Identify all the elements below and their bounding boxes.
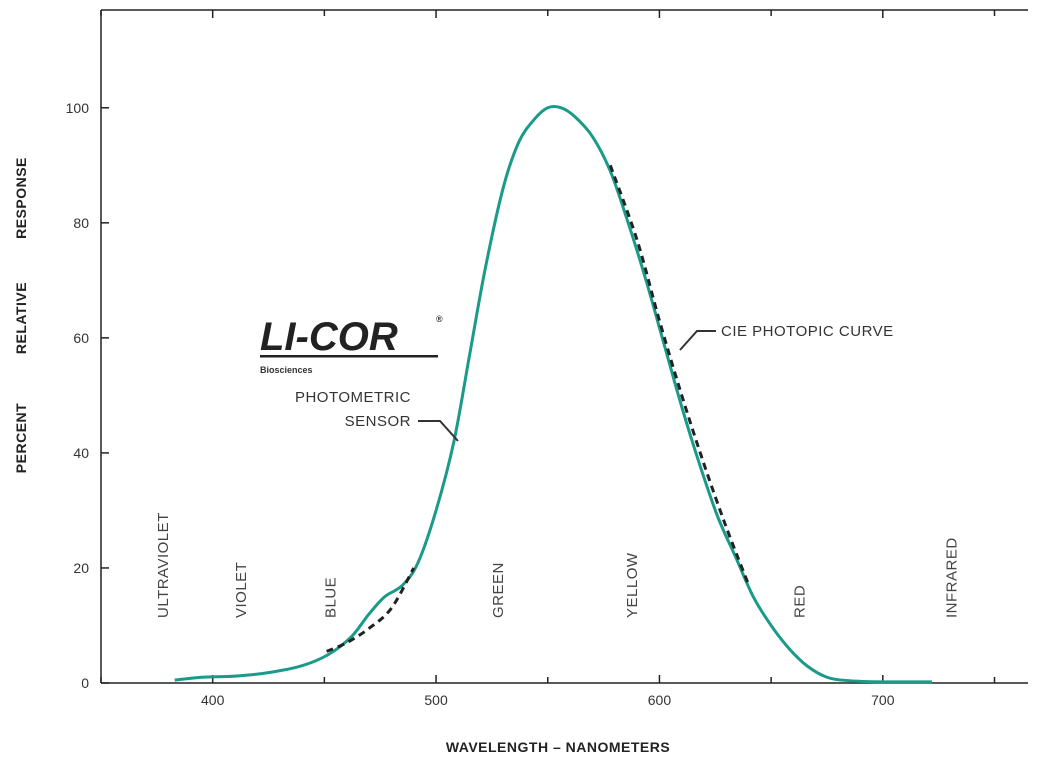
sensor-label-line2: SENSOR <box>345 413 411 430</box>
x-tick-label: 500 <box>424 692 448 708</box>
y-ticks: 0 20 40 60 80 100 <box>66 100 109 691</box>
band-label: ULTRAVIOLET <box>155 512 172 618</box>
logo-wordmark: LI-COR <box>260 315 398 359</box>
y-tick-label: 20 <box>73 560 89 576</box>
x-tick-label: 400 <box>201 692 225 708</box>
logo-underline <box>260 355 438 358</box>
x-tick-label: 700 <box>871 692 895 708</box>
x-tick-label: 600 <box>648 692 672 708</box>
band-label: YELLOW <box>624 552 641 618</box>
y-tick-label: 40 <box>73 445 89 461</box>
cie-leader-line <box>679 330 716 351</box>
spectral-band-labels: ULTRAVIOLET VIOLET BLUE GREEN YELLOW RED INFRA… <box>155 512 961 618</box>
logo-registered: ® <box>436 314 443 324</box>
x-axis-title: WAVELENGTH – NANOMETERS <box>446 739 670 755</box>
series-line-cie-photopic <box>326 567 416 653</box>
cie-curve-label: CIE PHOTOPIC CURVE <box>721 323 894 340</box>
logo-subtitle: Biosciences <box>260 365 313 375</box>
y-tick-label: 80 <box>73 215 89 231</box>
band-label: GREEN <box>490 562 507 618</box>
band-label: BLUE <box>323 577 340 618</box>
series-line-cie-photopic <box>608 164 751 586</box>
y-axis-title-word1: PERCENT <box>13 403 29 473</box>
band-label: VIOLET <box>233 562 250 618</box>
plot-area: 400 500 600 700 0 20 40 60 80 100 ULTRAVIOLET VIO… <box>66 9 1028 708</box>
y-tick-label: 100 <box>66 100 90 116</box>
series-layer <box>174 105 932 684</box>
cie-curve-annotation: CIE PHOTOPIC CURVE <box>679 323 894 351</box>
sensor-leader-line <box>418 420 459 442</box>
sensor-label-line1: PHOTOMETRIC <box>295 389 411 406</box>
licor-logo: LI-COR ® Biosciences <box>260 314 443 375</box>
x-ticks: 400 500 600 700 <box>100 10 996 708</box>
y-tick-label: 60 <box>73 330 89 346</box>
sensor-annotation: PHOTOMETRIC SENSOR <box>295 389 459 442</box>
band-label: RED <box>792 585 809 618</box>
y-axis-title: PERCENT RELATIVE RESPONSE <box>13 157 29 473</box>
band-label: INFRARED <box>944 537 961 618</box>
y-axis-title-word3: RESPONSE <box>13 157 29 239</box>
y-tick-label: 0 <box>81 675 89 691</box>
series-line-photometric-sensor <box>174 105 932 684</box>
y-axis-title-word2: RELATIVE <box>13 282 29 354</box>
